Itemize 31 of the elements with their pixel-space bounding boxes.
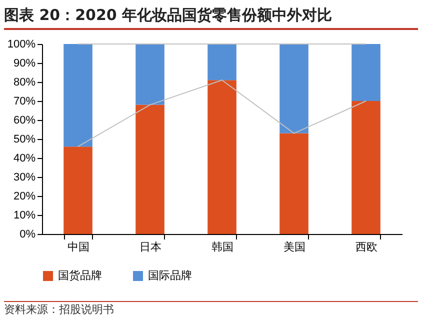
y-tick-label: 60% bbox=[13, 114, 36, 126]
y-tick-label: 80% bbox=[13, 76, 36, 88]
y-tick-label: 50% bbox=[13, 134, 36, 146]
x-tick-label: 韩国 bbox=[212, 240, 234, 254]
legend-label: 国货品牌 bbox=[58, 269, 102, 282]
y-tick-label: 10% bbox=[13, 210, 36, 222]
y-tick-label: 90% bbox=[13, 58, 36, 70]
bar bbox=[208, 80, 236, 234]
chart-title: 图表 20：2020 年化妆品国货零售份额中外对比 bbox=[3, 5, 334, 26]
bar bbox=[64, 44, 92, 147]
y-tick-label: 30% bbox=[13, 172, 36, 184]
bar bbox=[280, 44, 308, 134]
bar bbox=[208, 44, 236, 80]
legend-label: 国际品牌 bbox=[148, 269, 192, 282]
y-tick-label: 100% bbox=[7, 38, 36, 50]
bar bbox=[352, 44, 380, 101]
y-tick-label: 40% bbox=[13, 152, 36, 164]
x-tick-label: 日本 bbox=[140, 240, 162, 254]
x-tick-label: 中国 bbox=[68, 240, 90, 254]
bar bbox=[64, 146, 92, 234]
y-tick-label: 0% bbox=[20, 228, 36, 240]
y-tick-label: 70% bbox=[13, 96, 36, 108]
bar bbox=[136, 44, 164, 105]
x-tick-label: 美国 bbox=[284, 240, 306, 254]
y-tick-label: 20% bbox=[13, 190, 36, 202]
bar bbox=[280, 133, 308, 234]
text: 资料来源：招股说明书 bbox=[3, 302, 115, 317]
line-series bbox=[78, 80, 366, 148]
bar bbox=[352, 101, 380, 234]
bar bbox=[136, 104, 164, 234]
x-tick-label: 西欧 bbox=[356, 240, 378, 254]
